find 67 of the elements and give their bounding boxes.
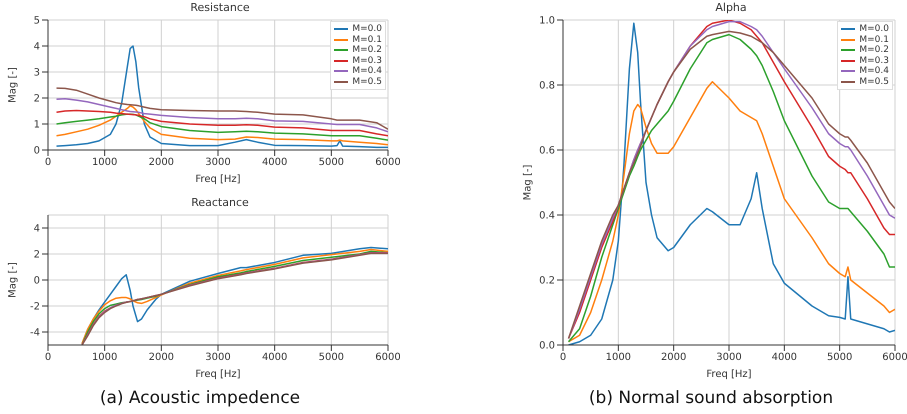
- x-axis-title: Freq [Hz]: [195, 369, 241, 380]
- chart-title: Reactance: [190, 195, 250, 211]
- y-tick-label: 0.8: [539, 80, 555, 92]
- y-tick-label: 0: [34, 276, 40, 287]
- x-tick-label: 3000: [205, 352, 231, 364]
- x-tick-label: 2000: [660, 352, 686, 364]
- y-tick-label: 5: [34, 16, 40, 27]
- x-axis-title: Freq [Hz]: [195, 174, 241, 185]
- legend-label: M=0.0: [352, 24, 382, 34]
- x-tick-label: 1000: [92, 352, 118, 364]
- line-series: [56, 105, 388, 146]
- y-tick-label: 4: [34, 224, 40, 235]
- legend-label: M=0.2: [859, 45, 889, 56]
- legend-label: M=0.1: [859, 34, 889, 45]
- legend-label: M=0.4: [352, 66, 382, 76]
- x-tick-label: 4000: [772, 352, 798, 364]
- y-tick-label: 0.2: [539, 276, 555, 287]
- legend-label: M=0.3: [352, 56, 382, 66]
- x-tick-label: 0: [44, 352, 52, 364]
- legend-label: M=0.2: [352, 45, 382, 56]
- x-tick-label: 3000: [205, 157, 231, 168]
- x-tick-label: 0: [44, 157, 52, 168]
- legend-label: M=0.1: [352, 34, 382, 45]
- line-series: [56, 45, 388, 148]
- text: (a) Acoustic impedence: [98, 388, 302, 408]
- x-tick-label: 5000: [318, 157, 344, 168]
- x-tick-label: 4000: [262, 157, 288, 168]
- y-tick-label: 1: [34, 120, 40, 131]
- x-tick-label: 2000: [148, 352, 174, 364]
- x-tick-label: 0: [560, 352, 566, 364]
- y-tick-label: -2: [30, 302, 40, 313]
- y-tick-label: 1.0: [539, 16, 555, 27]
- x-tick-label: 2000: [148, 157, 174, 168]
- x-tick-label: 6000: [375, 352, 401, 364]
- legend-label: M=0.4: [859, 66, 889, 76]
- y-tick-label: 0: [34, 146, 40, 157]
- line-series: [56, 87, 388, 130]
- line-series: [56, 98, 388, 133]
- y-axis-title: Mag [-]: [8, 67, 19, 103]
- y-tick-label: 3: [34, 68, 40, 79]
- legend-label: M=0.5: [352, 76, 382, 87]
- chart-title: Resistance: [189, 0, 251, 16]
- y-tick-label: 0.6: [539, 146, 555, 157]
- x-axis-title: Freq [Hz]: [706, 369, 752, 380]
- text: (b) Normal sound absorption: [588, 388, 834, 408]
- legend-label: M=0.5: [859, 76, 889, 87]
- y-tick-label: 2: [34, 250, 40, 261]
- x-tick-label: 4000: [262, 352, 288, 364]
- y-tick-label: -4: [30, 328, 40, 339]
- legend-label: M=0.0: [859, 24, 889, 34]
- y-tick-label: 2: [34, 94, 40, 105]
- y-axis-title: Mag [-]: [8, 262, 19, 298]
- x-tick-label: 5000: [318, 352, 344, 364]
- x-tick-label: 6000: [375, 157, 401, 168]
- legend-label: M=0.3: [859, 56, 889, 66]
- x-tick-label: 1000: [92, 157, 118, 168]
- x-tick-label: 5000: [826, 352, 852, 364]
- y-tick-label: 4: [34, 42, 40, 53]
- y-tick-label: 0.4: [539, 210, 555, 222]
- x-tick-label: 1000: [606, 352, 632, 364]
- y-tick-label: 0.0: [539, 340, 555, 352]
- line-series: [56, 110, 388, 136]
- line-series: [56, 113, 388, 141]
- y-axis-title: Mag [-]: [522, 164, 534, 200]
- x-tick-label: 3000: [716, 352, 742, 364]
- x-tick-label: 6000: [882, 352, 907, 364]
- chart-title: Alpha: [714, 0, 748, 16]
